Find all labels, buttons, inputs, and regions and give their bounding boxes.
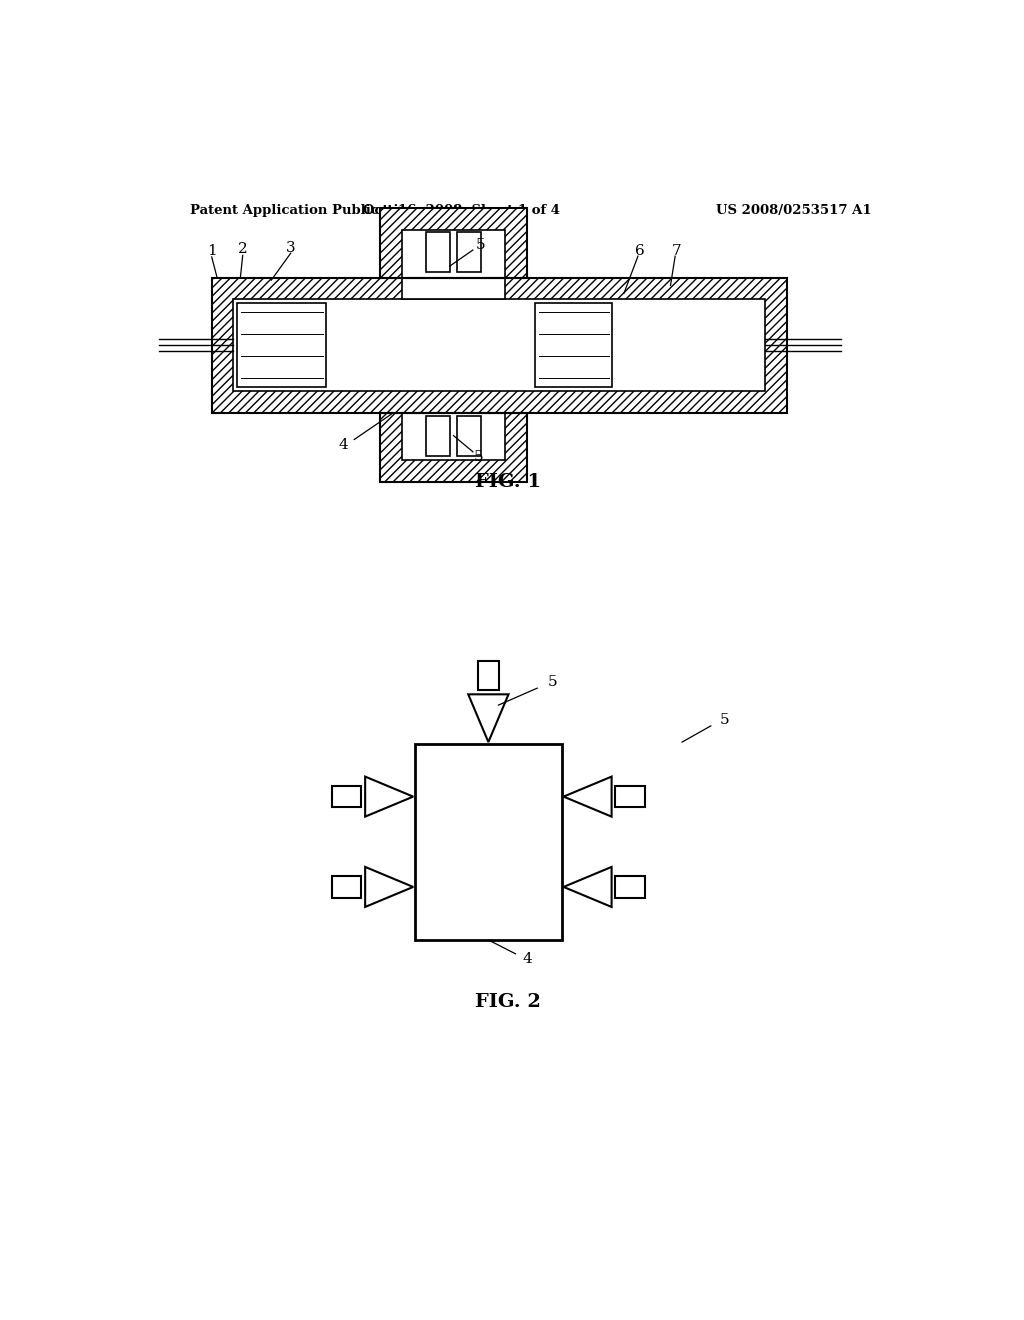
Text: 3: 3 xyxy=(286,240,296,255)
Polygon shape xyxy=(615,876,645,898)
Text: 5: 5 xyxy=(473,450,483,465)
Bar xyxy=(401,230,506,300)
Text: 6: 6 xyxy=(635,244,644,257)
Polygon shape xyxy=(366,867,414,907)
Text: 4: 4 xyxy=(522,952,532,966)
Polygon shape xyxy=(468,694,509,742)
Bar xyxy=(233,300,765,391)
Bar xyxy=(212,277,786,412)
Bar xyxy=(380,209,527,277)
Polygon shape xyxy=(563,867,611,907)
Polygon shape xyxy=(332,785,361,808)
Bar xyxy=(535,304,612,387)
Bar xyxy=(457,416,481,457)
Bar xyxy=(415,743,562,940)
Bar xyxy=(426,231,451,272)
Bar xyxy=(212,277,786,412)
Bar xyxy=(380,412,527,482)
Bar xyxy=(380,209,527,277)
Bar xyxy=(238,304,327,387)
Text: 5: 5 xyxy=(720,714,729,727)
Bar xyxy=(380,412,527,482)
Text: 5: 5 xyxy=(548,675,557,689)
Polygon shape xyxy=(332,876,361,898)
Polygon shape xyxy=(615,785,645,808)
Text: 4: 4 xyxy=(339,438,348,451)
Text: US 2008/0253517 A1: US 2008/0253517 A1 xyxy=(717,205,872,218)
Bar xyxy=(457,231,481,272)
Text: 2: 2 xyxy=(238,243,248,256)
Polygon shape xyxy=(366,776,414,817)
Text: FIG. 1: FIG. 1 xyxy=(475,473,541,491)
Bar xyxy=(426,416,451,457)
Text: 1: 1 xyxy=(207,244,216,257)
Text: Patent Application Publication: Patent Application Publication xyxy=(190,205,417,218)
Text: 7: 7 xyxy=(672,244,682,257)
Bar xyxy=(401,412,506,461)
Polygon shape xyxy=(563,776,611,817)
Text: FIG. 2: FIG. 2 xyxy=(475,993,541,1011)
Text: 5: 5 xyxy=(476,238,485,252)
Text: Oct. 16, 2008  Sheet 1 of 4: Oct. 16, 2008 Sheet 1 of 4 xyxy=(362,205,560,218)
Polygon shape xyxy=(477,661,500,690)
